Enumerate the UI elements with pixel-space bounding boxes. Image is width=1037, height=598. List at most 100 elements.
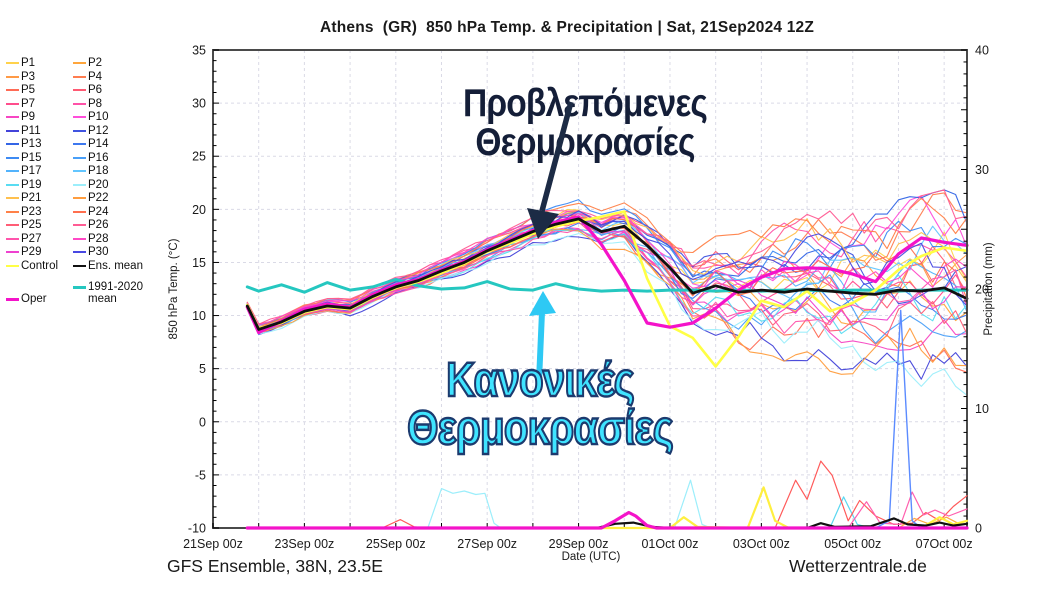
member-pink-precip xyxy=(246,491,968,529)
member-line-P29 xyxy=(246,217,968,330)
legend-label: Control xyxy=(21,259,59,272)
legend-swatch xyxy=(73,224,86,226)
legend-swatch xyxy=(73,264,86,267)
xlabel-5: 01Oct 00z xyxy=(641,537,698,551)
legend-swatch xyxy=(73,116,86,118)
legend-swatch xyxy=(6,251,19,253)
legend-label: P8 xyxy=(88,97,103,110)
legend-label: P13 xyxy=(21,138,42,150)
legend-label: P5 xyxy=(21,84,36,96)
legend-item-P11: P11 xyxy=(6,125,41,137)
member-blue-precip xyxy=(874,309,922,529)
member-line-P28 xyxy=(246,211,968,326)
legend-swatch xyxy=(6,264,19,267)
legend-swatch xyxy=(73,183,86,186)
ylabel-precip-10: 10 xyxy=(975,402,989,416)
ens-mean-precip xyxy=(246,517,969,530)
legend-swatch xyxy=(73,237,86,240)
legend-item-P12: P12 xyxy=(73,125,108,137)
legend-item-P29: P29 xyxy=(6,246,41,258)
legend-label: P1 xyxy=(21,57,36,69)
legend-item-oper: Oper xyxy=(6,293,47,305)
legend-label: P10 xyxy=(88,111,109,123)
y-right-axis-title: Precipitation (mm) xyxy=(983,242,995,335)
chart-title: Athens (GR) 850 hPa Temp. & Precipitatio… xyxy=(319,19,815,36)
ylabel-precip-0: 0 xyxy=(975,522,982,536)
legend-label: P4 xyxy=(88,70,103,83)
legend-label: P2 xyxy=(88,57,103,69)
xlabel-2: 25Sep 00z xyxy=(366,537,426,551)
legend-item-P19: P19 xyxy=(6,179,41,191)
climate-mean-line xyxy=(245,277,969,294)
legend-item-P9: P9 xyxy=(6,111,35,123)
legend-item-P17: P17 xyxy=(6,165,41,177)
legend-item-P25: P25 xyxy=(6,219,41,231)
member-cyan-precip xyxy=(427,479,712,529)
xlabel-1: 23Sep 00z xyxy=(275,537,335,551)
legend-item-P20: P20 xyxy=(73,179,108,191)
legend-swatch xyxy=(73,89,86,91)
legend-swatch xyxy=(6,170,19,172)
legend-item-P13: P13 xyxy=(6,138,41,150)
legend-label: P16 xyxy=(88,151,109,164)
legend-swatch xyxy=(6,224,19,226)
site-credit: Wetterzentrale.de xyxy=(789,556,927,576)
legend-item-P24: P24 xyxy=(73,206,108,218)
legend-label: P26 xyxy=(88,219,109,231)
legend-swatch xyxy=(6,143,19,145)
legend-item-climate-mean-line2: mean xyxy=(88,293,117,305)
legend-label: P9 xyxy=(21,111,36,123)
legend-item-P6: P6 xyxy=(73,84,102,96)
legend-item-P22: P22 xyxy=(73,192,108,204)
model-info: GFS Ensemble, 38N, 23.5E xyxy=(167,556,383,576)
legend-item-P15: P15 xyxy=(6,152,41,164)
legend-item-P26: P26 xyxy=(73,219,108,231)
legend-label: 1991-2020 xyxy=(88,281,143,293)
legend-swatch xyxy=(73,210,86,213)
legend-swatch xyxy=(73,62,86,64)
ylabel-precip-20: 20 xyxy=(975,283,989,297)
legend-swatch xyxy=(6,89,19,91)
forecast-arrow-icon xyxy=(527,101,574,239)
legend-swatch xyxy=(6,210,19,213)
legend-swatch xyxy=(6,197,19,199)
member-cyan2-precip xyxy=(829,496,872,529)
ylabel-temp-30: 30 xyxy=(192,97,206,111)
legend-label: P15 xyxy=(21,151,42,164)
legend-label: P30 xyxy=(88,246,109,258)
member-line-P26 xyxy=(246,189,968,325)
legend-item-P5: P5 xyxy=(6,84,35,96)
ylabel-temp-5: 5 xyxy=(199,362,206,376)
ylabel-temp-0: 0 xyxy=(199,415,206,429)
legend-label: Ens. mean xyxy=(88,259,143,272)
member-line-P21 xyxy=(246,210,968,328)
legend-swatch xyxy=(6,237,19,240)
ylabel-temp-35: 35 xyxy=(192,44,206,58)
legend-label: P3 xyxy=(21,70,36,83)
legend-item-P8: P8 xyxy=(73,98,102,110)
legend-label: P23 xyxy=(21,205,42,218)
legend-item-P14: P14 xyxy=(73,138,108,150)
legend-item-ens-mean: Ens. mean xyxy=(73,260,143,272)
ylabel-temp-10: 10 xyxy=(192,309,206,323)
xlabel-6: 03Oct 00z xyxy=(733,537,790,551)
legend-swatch xyxy=(73,285,86,289)
legend-label: P25 xyxy=(21,219,42,231)
annotation-forecast-temps: Προβλεπόμενες Θερμοκρασίες xyxy=(463,82,708,164)
member-line-P20 xyxy=(246,233,968,396)
legend-swatch xyxy=(73,156,86,159)
xlabel-8: 07Oct 00z xyxy=(916,537,973,551)
legend-item-P10: P10 xyxy=(73,111,108,123)
legend-label: P7 xyxy=(21,97,36,110)
ylabel-precip-30: 30 xyxy=(975,163,989,177)
ylabel-temp--5: -5 xyxy=(195,468,206,482)
ylabel-temp-20: 20 xyxy=(192,203,206,217)
legend: P1 P2 P3 P4 P5 P6 P7 P8 P9 P10 P11 P12 P13 P14 P15 P16 P… xyxy=(0,0,190,320)
legend-item-P21: P21 xyxy=(6,192,41,204)
legend-label: P21 xyxy=(21,192,42,204)
legend-label: P14 xyxy=(88,138,109,150)
legend-item-P28: P28 xyxy=(73,233,108,245)
legend-label: P17 xyxy=(21,165,42,177)
legend-label: P27 xyxy=(21,232,42,245)
